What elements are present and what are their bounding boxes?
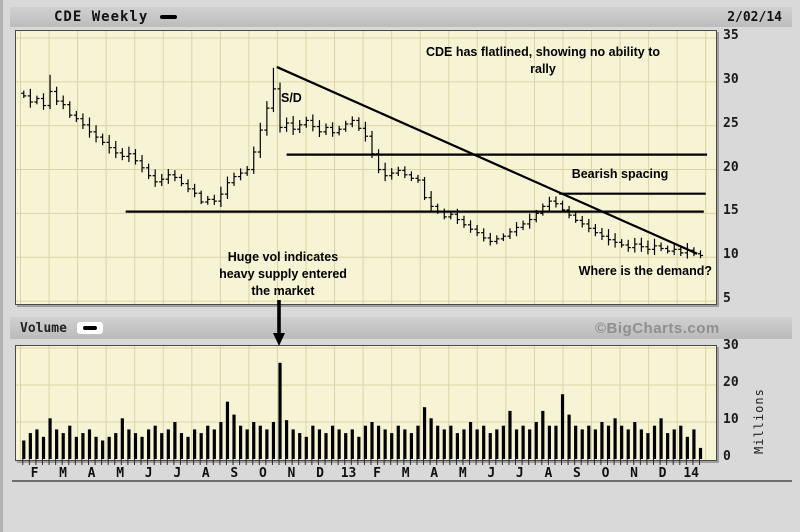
annotation-where-demand: Where is the demand? bbox=[578, 264, 712, 278]
month-axis-label: S bbox=[230, 466, 239, 481]
month-axis-label: J bbox=[487, 466, 496, 481]
volume-chart-plot bbox=[15, 345, 717, 461]
volume-axis-tick: 10 bbox=[723, 412, 739, 427]
as-of-date: 2/02/14 bbox=[727, 9, 782, 25]
month-axis-label: D bbox=[658, 466, 667, 481]
month-axis-label: D bbox=[316, 466, 324, 481]
month-axis-label: F bbox=[373, 466, 381, 481]
volume-bar-chart bbox=[16, 346, 716, 460]
volume-axis-tick: 20 bbox=[723, 375, 739, 390]
month-axis-label: M bbox=[401, 466, 410, 481]
volume-axis-tick: 30 bbox=[723, 338, 739, 353]
month-axis-label: 14 bbox=[683, 466, 699, 481]
annotation-huge-volume: Huge vol indicates heavy supply entered … bbox=[210, 249, 356, 300]
month-axis-label: S bbox=[573, 466, 581, 481]
month-axis-label: F bbox=[30, 466, 39, 481]
price-axis-tick: 10 bbox=[723, 247, 739, 263]
month-axis-label: 13 bbox=[340, 466, 357, 481]
month-axis-label: O bbox=[601, 466, 610, 481]
volume-spike-arrow-icon bbox=[272, 300, 286, 346]
annotation-huge-volume-line3: the market bbox=[251, 284, 315, 298]
volume-axis-tick: 0 bbox=[723, 449, 731, 464]
price-axis-tick: 35 bbox=[723, 28, 739, 43]
month-axis-label: A bbox=[201, 466, 210, 481]
month-axis-label: M bbox=[458, 466, 467, 481]
month-axis-label: N bbox=[287, 466, 296, 481]
month-axis-label: M bbox=[116, 466, 125, 481]
bottom-border bbox=[12, 480, 792, 482]
chart-title: CDE Weekly bbox=[54, 9, 149, 25]
month-axis-label: A bbox=[87, 466, 96, 481]
bigcharts-copyright: ©BigCharts.com bbox=[595, 320, 720, 337]
annotation-huge-volume-line2: heavy supply entered bbox=[219, 267, 347, 281]
dash-icon bbox=[82, 326, 97, 330]
month-axis-label: O bbox=[258, 466, 267, 481]
price-axis-tick: 15 bbox=[723, 203, 739, 219]
volume-titlebar: Volume ©BigCharts.com bbox=[10, 317, 792, 339]
month-axis-label: J bbox=[173, 466, 182, 481]
price-titlebar: CDE Weekly 2/02/14 bbox=[10, 7, 792, 27]
price-axis-tick: 5 bbox=[723, 291, 731, 307]
price-axis-tick: 30 bbox=[723, 71, 739, 87]
month-axis-label: A bbox=[430, 466, 439, 481]
month-axis-label: J bbox=[515, 466, 524, 481]
annotation-bearish-spacing: Bearish spacing bbox=[571, 167, 669, 181]
annotation-huge-volume-line1: Huge vol indicates bbox=[227, 250, 339, 264]
annotation-flatline: CDE has flatlined, showing no ability to… bbox=[425, 45, 661, 76]
price-axis-tick: 20 bbox=[723, 159, 739, 175]
collapse-price-panel-button[interactable] bbox=[160, 15, 178, 19]
month-axis-label: A bbox=[544, 466, 553, 481]
volume-unit-label: Millions bbox=[752, 388, 766, 454]
collapse-volume-panel-button[interactable] bbox=[76, 322, 103, 334]
month-axis-label: N bbox=[630, 466, 638, 481]
week-tick-marks bbox=[22, 459, 700, 465]
price-chart-plot bbox=[15, 30, 717, 305]
month-axis-label: M bbox=[59, 466, 67, 481]
price-ohlc-chart bbox=[16, 31, 716, 304]
price-axis-tick: 25 bbox=[723, 115, 739, 131]
annotation-supply-demand: S/D bbox=[281, 91, 302, 105]
month-axis-label: J bbox=[144, 466, 153, 481]
volume-title: Volume bbox=[20, 320, 67, 336]
